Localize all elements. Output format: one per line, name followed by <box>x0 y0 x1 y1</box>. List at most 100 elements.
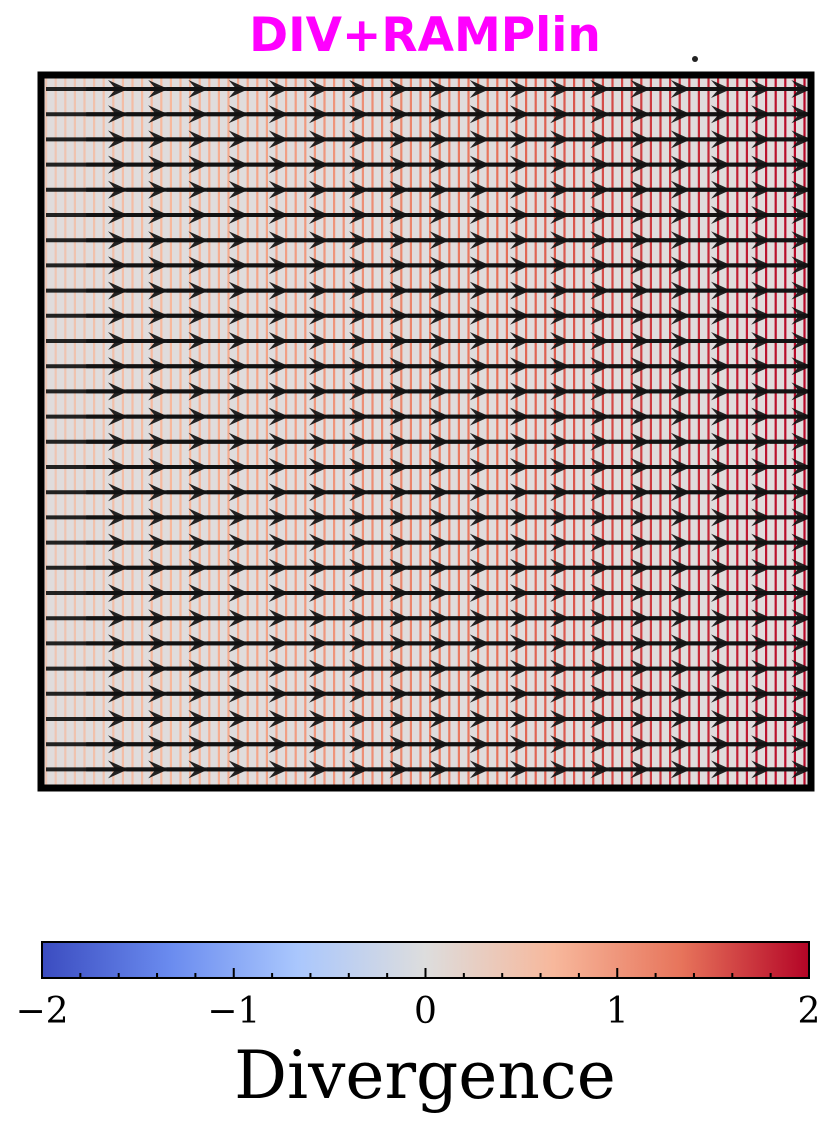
field-stripe <box>803 75 806 788</box>
field-stripe <box>275 75 278 788</box>
colorbar-ticks <box>41 968 810 978</box>
field-stripe <box>333 75 336 788</box>
field-stripe <box>765 75 768 788</box>
field-stripe <box>621 75 624 788</box>
field-stripe <box>160 75 163 788</box>
field-stripe <box>582 75 585 788</box>
field-stripe <box>784 75 787 788</box>
chart-title: DIV+RAMPlin <box>249 8 601 63</box>
quiver-arrow <box>769 339 811 343</box>
field-stripe <box>294 75 297 788</box>
field-stripe <box>592 75 595 788</box>
field-stripe <box>121 75 124 788</box>
field-stripe <box>400 75 403 788</box>
field-stripe <box>304 75 307 788</box>
field-stripe <box>601 75 604 788</box>
field-stripe <box>544 75 547 788</box>
quiver-arrow <box>769 112 811 117</box>
field-stripe <box>352 75 355 788</box>
field-stripe <box>726 75 729 788</box>
field-base <box>41 75 811 788</box>
field-stripe <box>659 75 662 788</box>
field-stripe <box>131 75 134 788</box>
field-stripe <box>64 75 67 788</box>
quiver-arrow <box>769 641 811 646</box>
field-stripe <box>563 75 566 788</box>
field-stripe <box>285 75 288 788</box>
field-stripe <box>496 75 499 788</box>
field-stripe <box>371 75 374 788</box>
quiver-arrow <box>769 213 811 217</box>
field-stripe <box>409 75 412 788</box>
quiver-arrow <box>769 238 811 243</box>
field-stripe <box>54 75 57 788</box>
field-stripe <box>486 75 489 788</box>
quiver-arrow <box>769 263 811 268</box>
quiver-arrow <box>769 137 811 142</box>
quiver-arrow <box>769 666 811 671</box>
field-stripe <box>630 75 633 788</box>
field-stripe <box>102 75 105 788</box>
quiver-arrow <box>769 717 811 721</box>
colorbar-tick-label: −2 <box>15 991 69 1032</box>
field-stripe <box>774 75 777 788</box>
quiver-arrow <box>769 742 811 747</box>
colorbar-tick-label: 1 <box>605 991 629 1032</box>
field-stripe <box>141 75 144 788</box>
field-stripe <box>736 75 739 788</box>
quiver-arrow <box>769 540 811 545</box>
colorbar-tick-label: 2 <box>797 991 821 1032</box>
field-stripe <box>467 75 470 788</box>
colorbar-tick-label: −1 <box>207 991 261 1032</box>
quiver-arrow <box>769 515 811 520</box>
plot-frame <box>37 71 815 792</box>
colorbar-tick-label: 0 <box>414 991 437 1032</box>
field-stripe <box>381 75 384 788</box>
field-stripe <box>208 75 211 788</box>
field-stripe <box>640 75 643 788</box>
field-stripe <box>553 75 556 788</box>
quiver-arrow <box>769 691 811 696</box>
field-stripe <box>745 75 748 788</box>
field-stripe <box>717 75 720 788</box>
quiver-arrow <box>769 389 811 394</box>
field-stripe <box>390 75 393 788</box>
quiver-arrow <box>769 767 811 772</box>
field-stripe <box>707 75 710 788</box>
quiver-arrow <box>769 565 811 570</box>
divergence-field <box>41 75 811 788</box>
field-stripe <box>256 75 259 788</box>
field-stripe <box>688 75 691 788</box>
field-stripe <box>45 75 48 788</box>
field-stripe <box>457 75 460 788</box>
quiver-arrow <box>769 414 811 419</box>
field-stripe <box>237 75 240 788</box>
field-stripe <box>515 75 518 788</box>
quiver-arrow <box>769 162 811 167</box>
field-stripe <box>198 75 201 788</box>
field-stripe <box>649 75 652 788</box>
field-stripe <box>265 75 268 788</box>
quiver-arrow <box>769 187 811 192</box>
field-stripe <box>573 75 576 788</box>
field-stripe <box>342 75 345 788</box>
arrow-field <box>46 80 811 779</box>
field-stripe <box>534 75 537 788</box>
field-stripe <box>448 75 451 788</box>
field-stripe <box>697 75 700 788</box>
field-stripe <box>419 75 422 788</box>
quiver-arrow <box>769 288 811 293</box>
colorbar-label: Divergence <box>234 1037 616 1114</box>
field-stripe <box>73 75 76 788</box>
field-stripe <box>323 75 326 788</box>
field-stripe <box>361 75 364 788</box>
stray-dot <box>692 56 698 62</box>
field-stripe <box>477 75 480 788</box>
field-stripe <box>611 75 614 788</box>
field-stripe <box>525 75 528 788</box>
quiver-arrow <box>769 313 811 318</box>
quiver-arrow <box>769 87 811 91</box>
quiver-arrow <box>769 364 811 369</box>
field-stripe <box>169 75 172 788</box>
field-stripe <box>179 75 182 788</box>
